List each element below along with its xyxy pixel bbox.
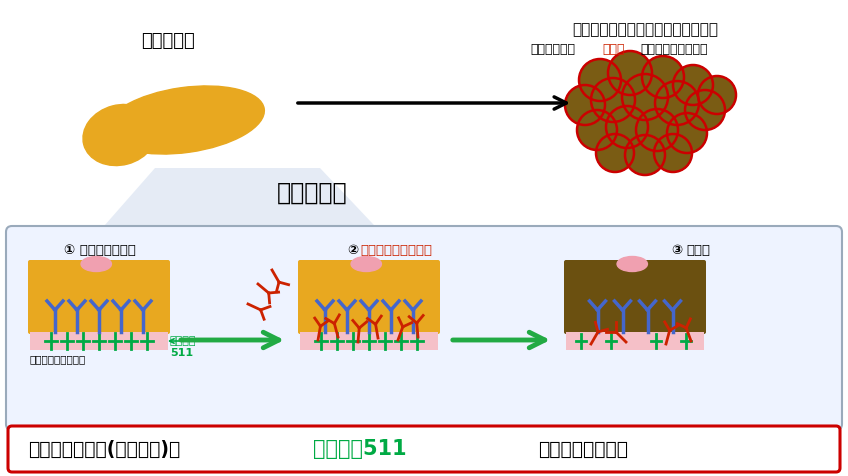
Circle shape bbox=[655, 81, 699, 125]
FancyBboxPatch shape bbox=[6, 226, 842, 430]
Bar bbox=[300, 332, 438, 350]
Text: 膵障害: 膵障害 bbox=[686, 244, 710, 257]
Ellipse shape bbox=[351, 257, 382, 271]
Circle shape bbox=[596, 134, 634, 172]
Bar bbox=[566, 332, 704, 350]
Text: 指定難病「自己免疫性膵炎」の膵臓: 指定難病「自己免疫性膵炎」の膵臓 bbox=[572, 22, 718, 37]
FancyBboxPatch shape bbox=[8, 426, 840, 472]
Circle shape bbox=[654, 134, 692, 172]
Circle shape bbox=[591, 78, 635, 122]
Circle shape bbox=[636, 109, 678, 151]
Circle shape bbox=[685, 90, 725, 130]
Text: であることを発見: であることを発見 bbox=[538, 439, 628, 458]
Bar bbox=[30, 332, 168, 350]
Text: ① 正常膵臓の細胞: ① 正常膵臓の細胞 bbox=[64, 244, 136, 257]
Ellipse shape bbox=[83, 104, 157, 166]
Circle shape bbox=[698, 76, 736, 114]
Circle shape bbox=[642, 56, 684, 98]
Text: 自己抗体による攻撃: 自己抗体による攻撃 bbox=[360, 244, 432, 257]
FancyBboxPatch shape bbox=[564, 260, 706, 334]
FancyBboxPatch shape bbox=[298, 260, 440, 334]
FancyBboxPatch shape bbox=[28, 260, 170, 334]
Circle shape bbox=[608, 51, 652, 95]
Circle shape bbox=[565, 85, 605, 125]
Circle shape bbox=[625, 135, 665, 175]
Text: ラミニン: ラミニン bbox=[170, 336, 197, 346]
Text: ラミニン511: ラミニン511 bbox=[313, 439, 407, 459]
Ellipse shape bbox=[115, 97, 195, 153]
Polygon shape bbox=[90, 168, 390, 242]
Text: 511: 511 bbox=[170, 348, 193, 358]
Circle shape bbox=[667, 113, 707, 153]
Ellipse shape bbox=[81, 257, 111, 271]
Text: 線維化: 線維化 bbox=[602, 43, 624, 56]
Ellipse shape bbox=[617, 257, 647, 271]
Circle shape bbox=[673, 65, 713, 105]
Text: 細胞外マトリックス: 細胞外マトリックス bbox=[30, 354, 86, 364]
Text: （炎症による: （炎症による bbox=[530, 43, 575, 56]
Circle shape bbox=[579, 59, 621, 101]
Ellipse shape bbox=[106, 86, 265, 154]
Text: ②: ② bbox=[348, 244, 364, 257]
Text: 原因の解明: 原因の解明 bbox=[276, 181, 348, 205]
Text: 自己抗体の標的(自己抗原)が: 自己抗体の標的(自己抗原)が bbox=[28, 439, 181, 458]
Circle shape bbox=[577, 110, 617, 150]
Text: ③: ③ bbox=[672, 244, 688, 257]
Text: ・機能低下が問題）: ・機能低下が問題） bbox=[640, 43, 707, 56]
Circle shape bbox=[606, 106, 648, 148]
Circle shape bbox=[622, 74, 668, 120]
Text: 正常な膵臓: 正常な膵臓 bbox=[141, 32, 195, 50]
